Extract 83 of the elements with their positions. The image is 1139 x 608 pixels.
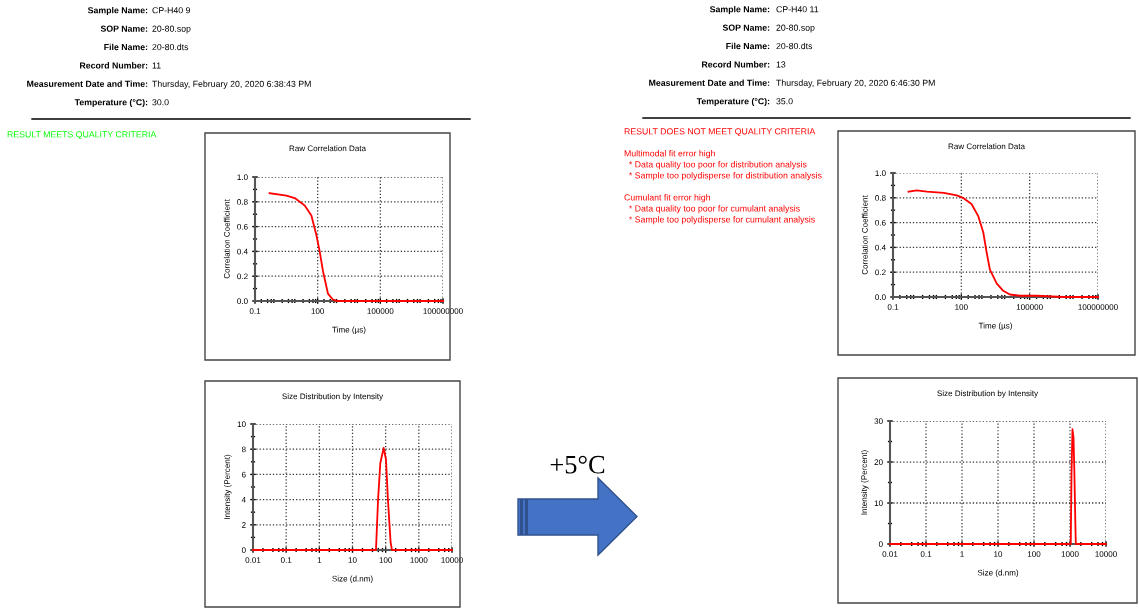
text: 20-80.sop (152, 25, 191, 34)
x-tick-label: 100 (1027, 551, 1041, 557)
x-tick-label: 10000 (1095, 551, 1117, 557)
x-tick-label: 1 (317, 557, 322, 563)
text: 35.0 (776, 98, 793, 105)
x-tick-label: 10 (994, 551, 1003, 557)
x-tick-label: 10 (348, 557, 357, 563)
text: Thursday, February 20, 2020 6:46:30 PM (776, 79, 935, 88)
text: Temperature (°C): (74, 98, 148, 108)
y-tick-label: 4 (241, 496, 246, 503)
y-tick-label: 2 (241, 522, 246, 528)
y-tick-label: 0.8 (237, 199, 248, 205)
text: 20-80.dts (152, 43, 189, 51)
x-tick-label: 100 (379, 557, 393, 563)
text: Thursday, February 20, 2020 6:38:43 PM (152, 80, 311, 89)
y-tick-label: 30 (874, 418, 883, 424)
x-tick-label: 1000 (410, 557, 428, 563)
text: 11 (152, 62, 161, 69)
x-tick-label: 100000 (367, 308, 394, 314)
x-axis-title: Time (µs) (978, 322, 1012, 331)
y-axis-title: Correlation Coefficient (223, 199, 230, 279)
y-axis-title: Correlation Coefficient (861, 195, 868, 275)
text: CP-H40 9 (152, 7, 190, 14)
y-tick-label: 0.0 (237, 298, 248, 304)
y-tick-label: 0.4 (875, 244, 886, 251)
text: Sample Name: (87, 6, 148, 16)
text: Measurement Date and Time: (27, 80, 148, 87)
text: RESULT MEETS QUALITY CRITERIA (7, 131, 157, 139)
y-axis-title: Intensity (Percent) (224, 454, 232, 519)
y-tick-label: 0.8 (875, 195, 886, 201)
y-tick-label: 0 (241, 547, 246, 553)
x-axis-title: Size (d.nm) (332, 575, 373, 584)
chart-title: Raw Correlation Data (289, 145, 367, 152)
text: SOP Name: (722, 24, 770, 31)
x-axis-title: Time (µs) (332, 326, 366, 335)
y-tick-label: 1.0 (875, 170, 886, 176)
y-tick-label: 6 (241, 471, 246, 478)
y-tick-label: 0.2 (875, 269, 886, 276)
x-tick-label: 1 (960, 551, 964, 557)
text: File Name: (726, 42, 770, 50)
text: Temperature (°C): (696, 97, 770, 107)
chart-title: Raw Correlation Data (948, 143, 1026, 150)
x-tick-label: 100000000 (423, 308, 463, 314)
x-tick-label: 100 (955, 304, 968, 310)
y-tick-label: 1.0 (237, 174, 248, 180)
y-tick-label: 20 (874, 459, 883, 465)
x-tick-label: 0.1 (920, 551, 932, 557)
text: Record Number: (80, 62, 148, 69)
y-tick-label: 0 (878, 541, 883, 547)
x-tick-label: 0.01 (882, 551, 898, 557)
x-tick-label: 10000 (441, 557, 463, 563)
y-tick-label: 0.0 (875, 294, 886, 300)
y-tick-label: 10 (237, 421, 246, 427)
text: RESULT DOES NOT MEET QUALITY CRITERIA Multimodal fit error high * Data quality too poor for distribution analysis * Sample too polydisperse for distribution analysis Cumulant fit error high * Data quality too poor for cumulant analysis * Sample too polydisperse for cumulant analysis (624, 128, 822, 225)
x-tick-label: 100000000 (1078, 304, 1118, 310)
x-tick-label: 100 (311, 308, 325, 314)
x-tick-label: 1000 (1061, 551, 1079, 557)
x-tick-label: 100000 (1016, 304, 1043, 310)
x-tick-label: 0.01 (245, 557, 261, 563)
y-tick-label: 0.4 (237, 248, 248, 255)
chart-title: Size Distribution by Intensity (937, 390, 1039, 398)
y-tick-label: 0.2 (237, 273, 248, 280)
text: +5°C (550, 455, 605, 474)
text: Sample Name: (709, 5, 770, 15)
text: Record Number: (702, 61, 770, 68)
y-tick-label: 10 (874, 500, 883, 506)
chart-title: Size Distribution by Intensity (282, 393, 384, 401)
text: 30.0 (152, 99, 169, 106)
text: File Name: (104, 43, 148, 51)
x-tick-label: 0.1 (280, 557, 292, 563)
y-axis-title: Intensity (Percent) (861, 450, 869, 515)
text: 20-80.dts (776, 42, 813, 50)
y-tick-label: 0.6 (237, 223, 248, 230)
x-tick-label: 0.1 (887, 304, 899, 310)
text: CP-H40 11 (776, 6, 819, 13)
x-axis-title: Size (d.nm) (977, 569, 1019, 578)
text: 20-80.sop (776, 24, 815, 33)
y-tick-label: 0.6 (875, 219, 886, 226)
text: SOP Name: (100, 25, 148, 32)
text: Measurement Date and Time: (649, 79, 770, 86)
x-tick-label: 0.1 (249, 308, 261, 314)
text: 13 (776, 61, 786, 68)
y-tick-label: 8 (241, 446, 246, 453)
